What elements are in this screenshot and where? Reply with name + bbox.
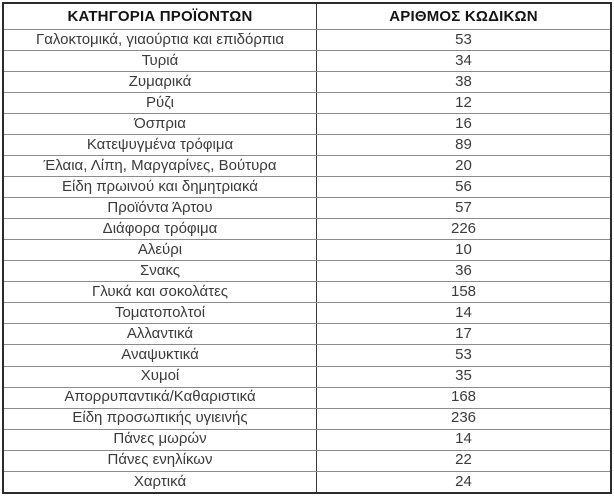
category-cell: Γλυκά και σοκολάτες (3, 281, 317, 304)
codes-cell: 16 (316, 113, 611, 136)
codes-cell: 10 (316, 239, 611, 262)
table-row: Αλεύρι 10 (3, 239, 611, 262)
header-row: ΚΑΤΗΓΟΡΙΑ ΠΡΟΪΟΝΤΩΝ ΑΡΙΘΜΟΣ ΚΩΔΙΚΩΝ (3, 2, 611, 30)
table-row: Γλυκά και σοκολάτες 158 (3, 281, 611, 304)
category-cell: Αλεύρι (3, 239, 317, 262)
codes-cell: 53 (316, 344, 611, 367)
codes-cell: 236 (316, 407, 611, 430)
category-cell: Αναψυκτικά (3, 344, 317, 367)
table-row: Χυμοί 35 (3, 365, 611, 388)
table-row: Πάνες ενηλίκων 22 (3, 449, 611, 472)
codes-cell: 53 (316, 28, 611, 52)
category-cell: Ρύζι (3, 92, 317, 115)
category-cell: Χυμοί (3, 365, 317, 388)
table-row: Προϊόντα Άρτου 57 (3, 197, 611, 220)
table-row: Ζυμαρικά 38 (3, 71, 611, 94)
category-cell: Αλλαντικά (3, 323, 317, 346)
codes-cell: 56 (316, 176, 611, 199)
table-row: Σνακς 36 (3, 260, 611, 283)
codes-cell: 20 (316, 155, 611, 178)
codes-cell: 57 (316, 197, 611, 220)
codes-cell: 226 (316, 218, 611, 241)
table-row: Αλλαντικά 17 (3, 323, 611, 346)
column-header-category: ΚΑΤΗΓΟΡΙΑ ΠΡΟΪΟΝΤΩΝ (3, 2, 317, 30)
category-cell: Προϊόντα Άρτου (3, 197, 317, 220)
table-row: Είδη πρωινού και δημητριακά 56 (3, 176, 611, 199)
table-row: Έλαια, Λίπη, Μαργαρίνες, Βούτυρα 20 (3, 155, 611, 178)
codes-cell: 14 (316, 428, 611, 451)
category-cell: Είδη πρωινού και δημητριακά (3, 176, 317, 199)
table-row: Όσπρια 16 (3, 113, 611, 136)
table-row: Διάφορα τρόφιμα 226 (3, 218, 611, 241)
codes-cell: 14 (316, 302, 611, 325)
table-body: Γαλοκτομικά, γιαούρτια και επιδόρπια 53 Τυ… (3, 28, 611, 494)
category-cell: Σνακς (3, 260, 317, 283)
codes-cell: 12 (316, 92, 611, 115)
table-row: Πάνες μωρών 14 (3, 428, 611, 451)
codes-cell: 158 (316, 281, 611, 304)
codes-cell: 168 (316, 386, 611, 409)
category-cell: Τυριά (3, 50, 317, 73)
codes-cell: 17 (316, 323, 611, 346)
category-cell: Έλαια, Λίπη, Μαργαρίνες, Βούτυρα (3, 155, 317, 178)
table-row: Κατεψυγμένα τρόφιμα 89 (3, 134, 611, 157)
table-row: Ρύζι 12 (3, 92, 611, 115)
category-cell: Όσπρια (3, 113, 317, 136)
category-cell: Ζυμαρικά (3, 71, 317, 94)
table-row: Χαρτικά 24 (3, 470, 611, 494)
table-row: Είδη προσωπικής υγιεινής 236 (3, 407, 611, 430)
table-row: Τυριά 34 (3, 50, 611, 73)
codes-cell: 38 (316, 71, 611, 94)
table-row: Απορρυπαντικά/Καθαριστικά 168 (3, 386, 611, 409)
category-cell: Κατεψυγμένα τρόφιμα (3, 134, 317, 157)
codes-cell: 89 (316, 134, 611, 157)
category-cell: Πάνες ενηλίκων (3, 449, 317, 472)
table-header: ΚΑΤΗΓΟΡΙΑ ΠΡΟΪΟΝΤΩΝ ΑΡΙΘΜΟΣ ΚΩΔΙΚΩΝ (3, 2, 611, 30)
table-row: Γαλοκτομικά, γιαούρτια και επιδόρπια 53 (3, 28, 611, 52)
codes-cell: 24 (316, 470, 611, 494)
codes-cell: 35 (316, 365, 611, 388)
category-cell: Χαρτικά (3, 470, 317, 494)
category-cell: Τοματοπολτοί (3, 302, 317, 325)
codes-cell: 22 (316, 449, 611, 472)
codes-cell: 34 (316, 50, 611, 73)
category-cell: Διάφορα τρόφιμα (3, 218, 317, 241)
category-cell: Πάνες μωρών (3, 428, 317, 451)
column-header-codes: ΑΡΙΘΜΟΣ ΚΩΔΙΚΩΝ (316, 2, 611, 30)
table-row: Τοματοπολτοί 14 (3, 302, 611, 325)
codes-cell: 36 (316, 260, 611, 283)
category-cell: Γαλοκτομικά, γιαούρτια και επιδόρπια (3, 28, 317, 52)
category-cell: Είδη προσωπικής υγιεινής (3, 407, 317, 430)
category-cell: Απορρυπαντικά/Καθαριστικά (3, 386, 317, 409)
table-row: Αναψυκτικά 53 (3, 344, 611, 367)
